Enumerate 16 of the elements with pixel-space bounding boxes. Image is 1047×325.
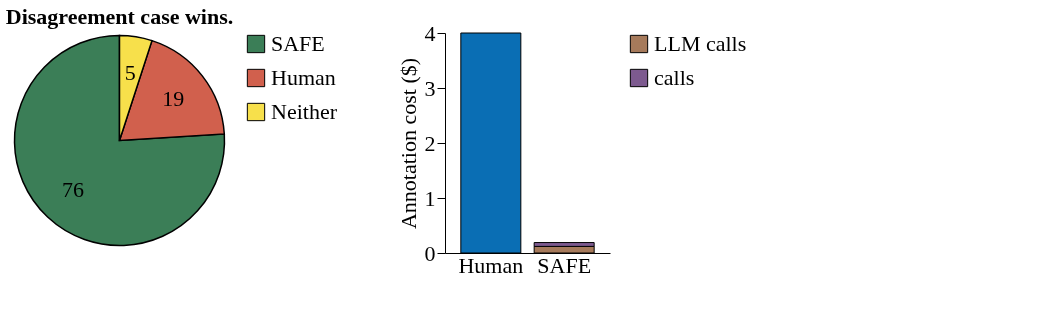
pie-slice [13, 34, 226, 247]
legend-label: LLM calls [654, 31, 747, 56]
y-tick-label: 2 [424, 130, 436, 156]
legend-label: calls [654, 65, 695, 90]
y-tick-label: 3 [424, 75, 436, 101]
legend-label: SAFE [271, 31, 325, 56]
y-tick-label: 1 [424, 185, 436, 211]
legend-label: Human [271, 65, 336, 90]
data-label: 76 [61, 177, 84, 203]
y-tick-label: 4 [424, 20, 436, 46]
chart-title: Disagreement case wins. [5, 3, 234, 29]
y-tick-label: 0 [424, 240, 436, 266]
data-label: 5 [124, 60, 136, 86]
legend-label: Neither [271, 99, 338, 124]
y-axis-title: Annotation cost ($) [395, 57, 421, 230]
data-label: 19 [162, 85, 185, 111]
